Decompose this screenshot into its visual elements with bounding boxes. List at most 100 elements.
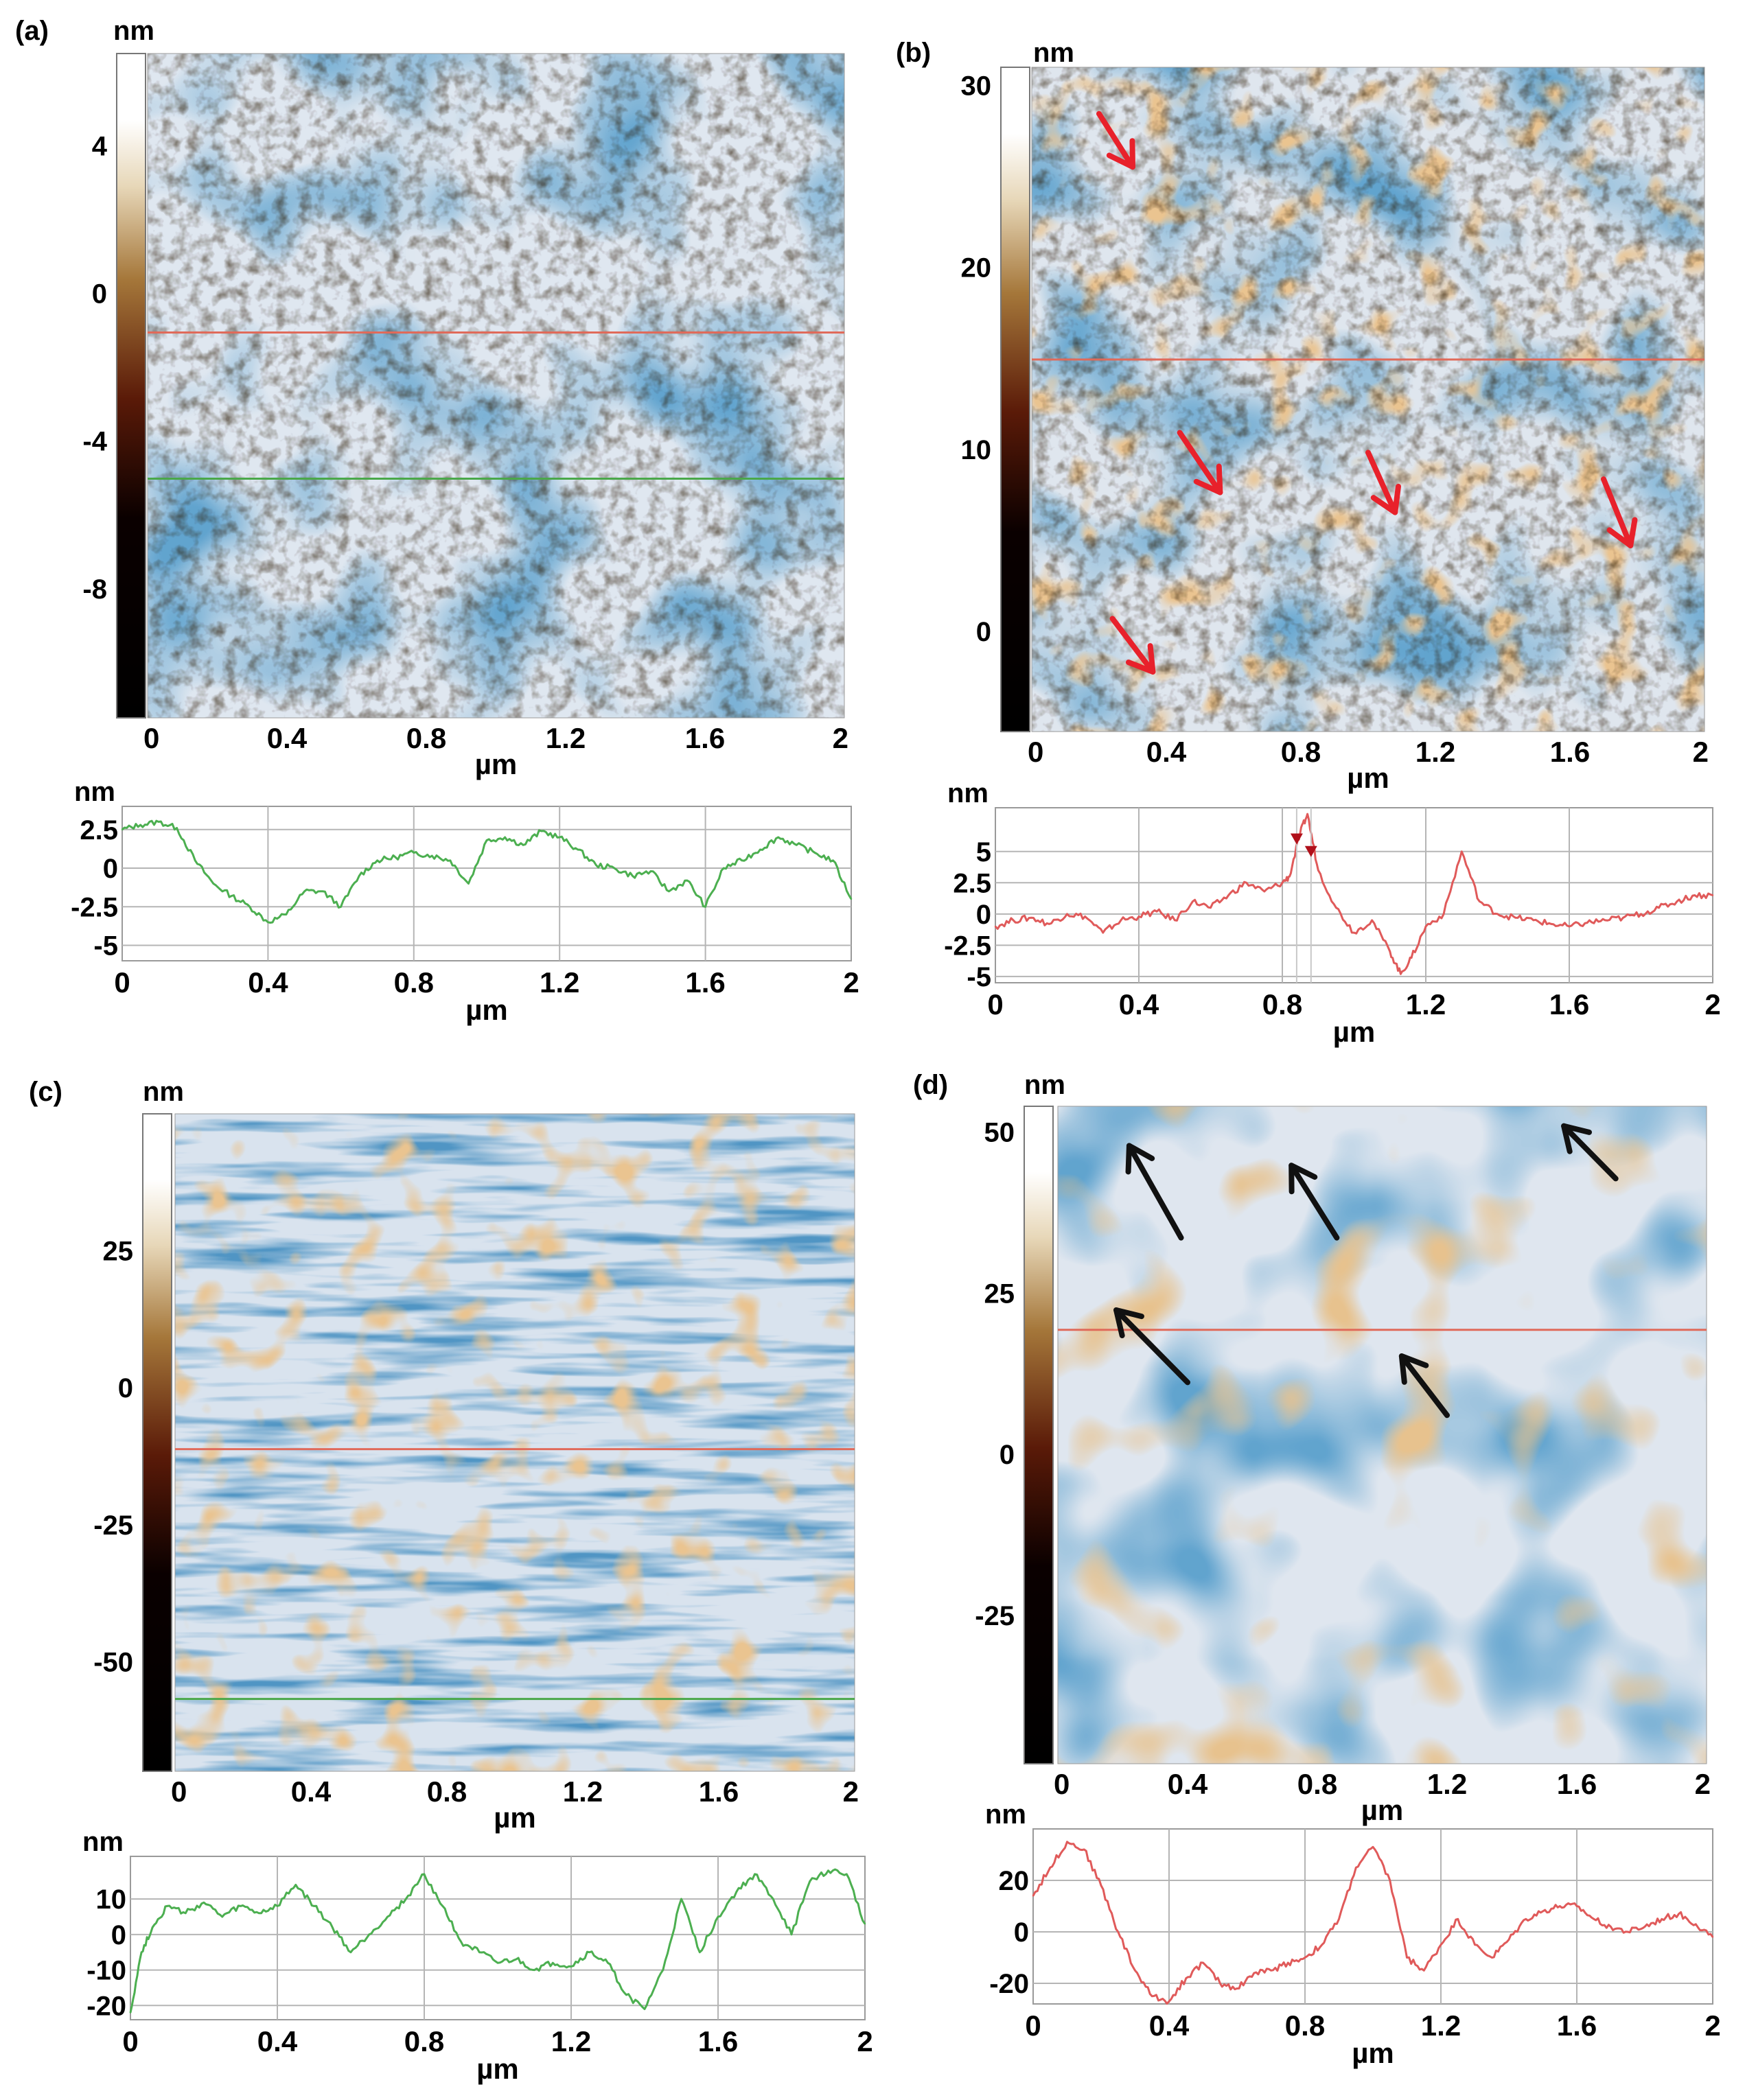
afm-height-map (1058, 1106, 1707, 1764)
profile-data-point (686, 879, 689, 882)
colorbar-tick-label: 0 (118, 1373, 133, 1403)
colorbar-tick-label: 4 (92, 131, 108, 161)
profile-data-point (1525, 1918, 1527, 1920)
profile-data-point (1304, 1957, 1306, 1959)
y-tick-label: -10 (86, 1956, 126, 1986)
profile-data-point (294, 1884, 297, 1886)
profile-data-point (533, 1969, 535, 1971)
profile-data-point (1643, 1926, 1646, 1928)
profile-data-point (680, 1898, 682, 1900)
afm-height-map (148, 54, 844, 718)
profile-panel-a: 0 0.4 0.8 1.2 1.6 2 2.5 0 -2.5 -5 nm µm (71, 777, 859, 1026)
profile-data-point (140, 1951, 143, 1953)
arrow-marker (1113, 1307, 1190, 1386)
profile-data-point (1424, 925, 1427, 928)
profile-data-point (1245, 882, 1247, 884)
profile-data-point (809, 1880, 811, 1882)
profile-data-point (1049, 1867, 1051, 1869)
x-tick-label: 0 (143, 722, 159, 754)
x-tick-label: 0.8 (1297, 1768, 1337, 1800)
arrow-shaft (1109, 616, 1156, 675)
profile-data-point (1676, 900, 1678, 902)
plot-area (1032, 1828, 1713, 2005)
arrow-shaft (1096, 110, 1135, 170)
profile-data-point (1084, 915, 1086, 918)
profile-data-point (1155, 910, 1158, 913)
profile-data-point (1593, 1918, 1595, 1920)
arrow-shaft (1561, 1123, 1619, 1182)
arrow-head (1606, 517, 1638, 548)
panel-label: (a) (15, 16, 49, 46)
profile-data-point (1185, 1977, 1187, 1979)
profile-data-point (559, 836, 561, 839)
y-tick-label: 0 (1014, 1917, 1029, 1948)
x-tick-label: 2 (1704, 988, 1720, 1020)
colorbar-tick-label: -8 (82, 574, 107, 605)
x-tick-label: 2 (1695, 1768, 1711, 1800)
profile-data-point (285, 913, 288, 915)
profile-data-point (522, 844, 524, 846)
profile-data-point (129, 2011, 132, 2014)
x-axis-label: µm (1333, 1016, 1376, 1048)
profile-data-point (423, 1873, 426, 1876)
arrow-head (1288, 1163, 1318, 1195)
profile-data-point (1306, 813, 1308, 815)
profile-data-point (552, 1962, 554, 1964)
x-tick-label: 2 (843, 966, 859, 999)
profile-panel-c: 0 0.4 0.8 1.2 1.6 2 10 0 -10 -20 nm µm (82, 1827, 873, 2085)
arrow-marker (1398, 1353, 1450, 1419)
profile-data-point (632, 875, 634, 877)
x-tick-label: 2 (857, 2025, 873, 2057)
panel-label: (b) (896, 38, 931, 68)
profile-data-point (1507, 1939, 1510, 1941)
y-tick-label: -5 (93, 931, 118, 961)
profile-data-point (1287, 1961, 1289, 1964)
arrow-marker (1109, 616, 1156, 675)
profile-data-point (1622, 917, 1624, 919)
profile-data-point (267, 921, 269, 923)
profile-data-point (413, 852, 415, 854)
x-tick-label: 0 (987, 988, 1003, 1020)
colorbar-tick-label: 0 (976, 617, 991, 647)
cursor-marker (1290, 833, 1303, 845)
profile-data-point (1532, 919, 1534, 922)
profile-data-point (717, 1915, 719, 1918)
profile-data-point (1604, 919, 1606, 922)
x-tick-label: 1.6 (1557, 1768, 1597, 1800)
x-tick-label: 2 (1693, 736, 1709, 768)
x-tick-label: 0.4 (248, 966, 288, 999)
profile-data-point (1236, 1987, 1238, 1990)
colorbar-tick-label: 25 (103, 1237, 134, 1267)
profile-data-point (321, 890, 324, 892)
arrow-shaft (1398, 1353, 1450, 1419)
profile-data-point (1202, 1961, 1204, 1964)
x-axis-label: µm (476, 2053, 519, 2085)
profile-data-point (1066, 913, 1068, 915)
y-tick-label: 20 (999, 1866, 1030, 1896)
x-tick-label: 0 (1025, 2009, 1041, 2042)
arrow-marker (1601, 476, 1638, 548)
profile-data-point (121, 828, 124, 830)
profile-data-point (1012, 919, 1015, 922)
x-tick-label: 0 (122, 2025, 138, 2057)
profile-panel-d: 0 0.4 0.8 1.2 1.6 2 20 0 -20 nm µm (985, 1799, 1721, 2069)
profile-data-point (460, 1940, 462, 1943)
afm-panel-b: (b) nm 30 20 10 0 0 0.4 0.8 1.2 1.6 2 µm (896, 38, 1709, 794)
image-frame (1031, 67, 1705, 732)
profile-data-point (1658, 907, 1660, 909)
arrow-head (1125, 643, 1156, 675)
profile-data-point (1253, 1972, 1255, 1974)
profile-data-point (1321, 1944, 1323, 1946)
profile-data-point (994, 925, 997, 928)
x-tick-label: 2 (1704, 2009, 1720, 2042)
x-tick-label: 0.4 (1146, 736, 1187, 768)
colorbar (142, 1113, 172, 1772)
profile-trace (129, 1868, 866, 2014)
colorbar-unit-label: nm (143, 1077, 184, 1107)
x-tick-label: 1.6 (1550, 736, 1590, 768)
plot-area (130, 1856, 866, 2020)
image-frame (1057, 1106, 1707, 1764)
x-tick-label: 0 (171, 1775, 187, 1808)
colorbar-tick-label: 10 (961, 435, 992, 465)
